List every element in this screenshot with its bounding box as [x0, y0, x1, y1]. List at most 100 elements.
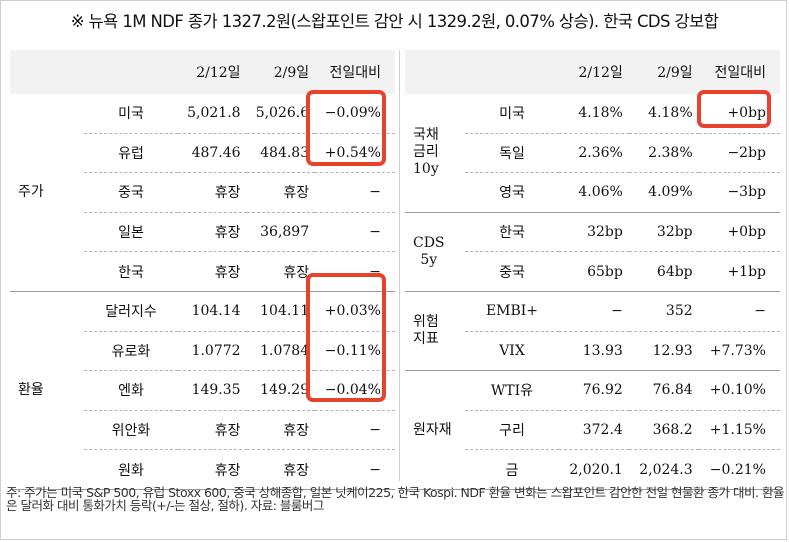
value-current: 372.4 — [559, 410, 629, 451]
table-row: VIX 13.93 12.93 +7.73% — [405, 331, 780, 372]
value-current: 32bp — [559, 212, 629, 253]
row-name: 한국 — [84, 251, 178, 292]
right-header-row: 2/12일 2/9일 전일대비 — [405, 50, 780, 94]
value-change: − — [315, 449, 395, 490]
table-row: 일본 휴장 36,897− — [10, 212, 395, 253]
value-change: − — [315, 251, 395, 292]
right-market-table: 2/12일 2/9일 전일대비 국채 금리 10y 미국 4.18% 4.18% +0bp 독… — [405, 50, 780, 490]
value-change: +0.03% — [315, 291, 395, 332]
value-current: 2.36% — [559, 133, 629, 174]
value-previous: 휴장 — [246, 172, 316, 213]
row-name: 중국 — [465, 251, 559, 292]
group-label-cell: CDS 5y — [405, 212, 465, 292]
right-table-panel: 2/12일 2/9일 전일대비 국채 금리 10y 미국 4.18% 4.18% +0bp 독… — [405, 50, 780, 490]
table-row: 환율 달러지수 104.14 104.11 +0.03% — [10, 291, 395, 490]
group-label: 위험 지표 — [413, 314, 439, 348]
table-row: 주가 미국 5,021.8 5,026.6 −0.09% — [10, 94, 395, 292]
row-name: 미국 — [465, 94, 559, 134]
value-change: − — [698, 291, 780, 332]
right-header-change: 전일대비 — [714, 65, 766, 81]
value-previous: 149.29 — [246, 370, 316, 411]
row-name: EMBI+ — [465, 291, 559, 332]
table-row: 중국 휴장 휴장 − — [10, 172, 395, 213]
table-row: 원화 휴장 휴장 − — [10, 449, 395, 490]
value-current: 휴장 — [178, 449, 247, 490]
left-market-table: 2/12일 2/9일 전일대비 주가 미국 5,021.8 5,026.6 −0.09%… — [10, 50, 395, 490]
right-header-group — [405, 50, 465, 94]
group-label-cell: 환율 — [10, 291, 84, 490]
right-header-name — [465, 50, 559, 94]
value-current: 104.14 — [178, 291, 247, 332]
table-row: 위안화 휴장 휴장 − — [10, 410, 395, 451]
left-header-date2: 2/9일 — [273, 65, 310, 81]
value-change: +0.54% — [315, 133, 395, 174]
table-row: 영국 4.06% 4.09% −3bp — [405, 172, 780, 213]
value-current: 76.92 — [559, 370, 629, 411]
value-change: −0.11% — [315, 331, 395, 372]
table-row: 구리 372.4 368.2 +1.15% — [405, 410, 780, 451]
left-header-row: 2/12일 2/9일 전일대비 — [10, 50, 395, 94]
row-name: 일본 — [84, 212, 178, 253]
left-header-name — [84, 50, 178, 94]
value-current: 149.35 — [178, 370, 247, 411]
value-previous: 5,026.6 — [246, 94, 316, 134]
group-label: CDS 5y — [413, 234, 445, 268]
row-name: 중국 — [84, 172, 178, 213]
value-previous: 4.09% — [628, 172, 699, 213]
group-label: 국채 금리 10y — [413, 127, 439, 178]
row-name: VIX — [465, 331, 559, 372]
row-name: 금 — [465, 449, 559, 490]
table-row: 엔화 149.35 149.29 −0.04% — [10, 370, 395, 411]
value-previous: 484.83 — [246, 133, 316, 174]
value-current: 65bp — [559, 251, 629, 292]
value-current: 4.06% — [559, 172, 629, 213]
value-previous: 휴장 — [246, 410, 316, 451]
left-header-change: 전일대비 — [329, 65, 381, 81]
value-current: 휴장 — [178, 212, 247, 253]
row-name: 위안화 — [84, 410, 178, 451]
left-header-group — [10, 50, 84, 94]
table-row: 원자재 WTI유 76.92 76.84 +0.10% — [405, 370, 780, 490]
value-previous: 12.93 — [628, 331, 699, 372]
value-previous: 2,024.3 — [628, 449, 699, 490]
value-current: 휴장 — [178, 251, 247, 292]
table-row: 독일 2.36% 2.38% −2bp — [405, 133, 780, 174]
value-current: − — [559, 291, 629, 332]
value-previous: 32bp — [628, 212, 699, 253]
table-row: 유로화 1.0772 1.0784 −0.11% — [10, 331, 395, 372]
headline: ※ 뉴욕 1M NDF 종가 1327.2원(스왑포인트 감안 시 1329.2… — [70, 12, 719, 31]
table-row: 중국 65bp 64bp +1bp — [405, 251, 780, 292]
right-header-date2: 2/9일 — [657, 65, 693, 81]
group-label: 주가 — [18, 183, 44, 200]
table-row: 위험 지표 EMBI+ −352− — [405, 291, 780, 372]
value-current: 487.46 — [178, 133, 247, 174]
table-row: CDS 5y 한국 32bp 32bp +0bp — [405, 212, 780, 292]
value-current: 1.0772 — [178, 331, 247, 372]
value-current: 13.93 — [559, 331, 629, 372]
value-current: 4.18% — [559, 94, 629, 134]
left-header-date1: 2/12일 — [196, 65, 241, 81]
value-change: −0.09% — [315, 94, 395, 134]
row-name: 원화 — [84, 449, 178, 490]
value-change: − — [315, 212, 395, 253]
value-current: 휴장 — [178, 172, 247, 213]
value-change: −2bp — [698, 133, 780, 174]
table-row: 유럽 487.46 484.83 +0.54% — [10, 133, 395, 174]
value-previous: 1.0784 — [246, 331, 316, 372]
table-row: 한국 휴장 휴장 − — [10, 251, 395, 292]
value-previous: 휴장 — [246, 251, 316, 292]
value-change: − — [315, 410, 395, 451]
value-current: 5,021.8 — [178, 94, 247, 134]
value-change: −0.21% — [698, 449, 780, 490]
value-change: −3bp — [698, 172, 780, 213]
row-name: WTI유 — [465, 370, 559, 411]
value-previous: 휴장 — [246, 449, 316, 490]
value-current: 휴장 — [178, 410, 247, 451]
row-name: 엔화 — [84, 370, 178, 411]
value-previous: 352 — [628, 291, 699, 332]
value-change: −0.04% — [315, 370, 395, 411]
group-label-cell: 주가 — [10, 94, 84, 292]
row-name: 유럽 — [84, 133, 178, 174]
value-current: 2,020.1 — [559, 449, 629, 490]
